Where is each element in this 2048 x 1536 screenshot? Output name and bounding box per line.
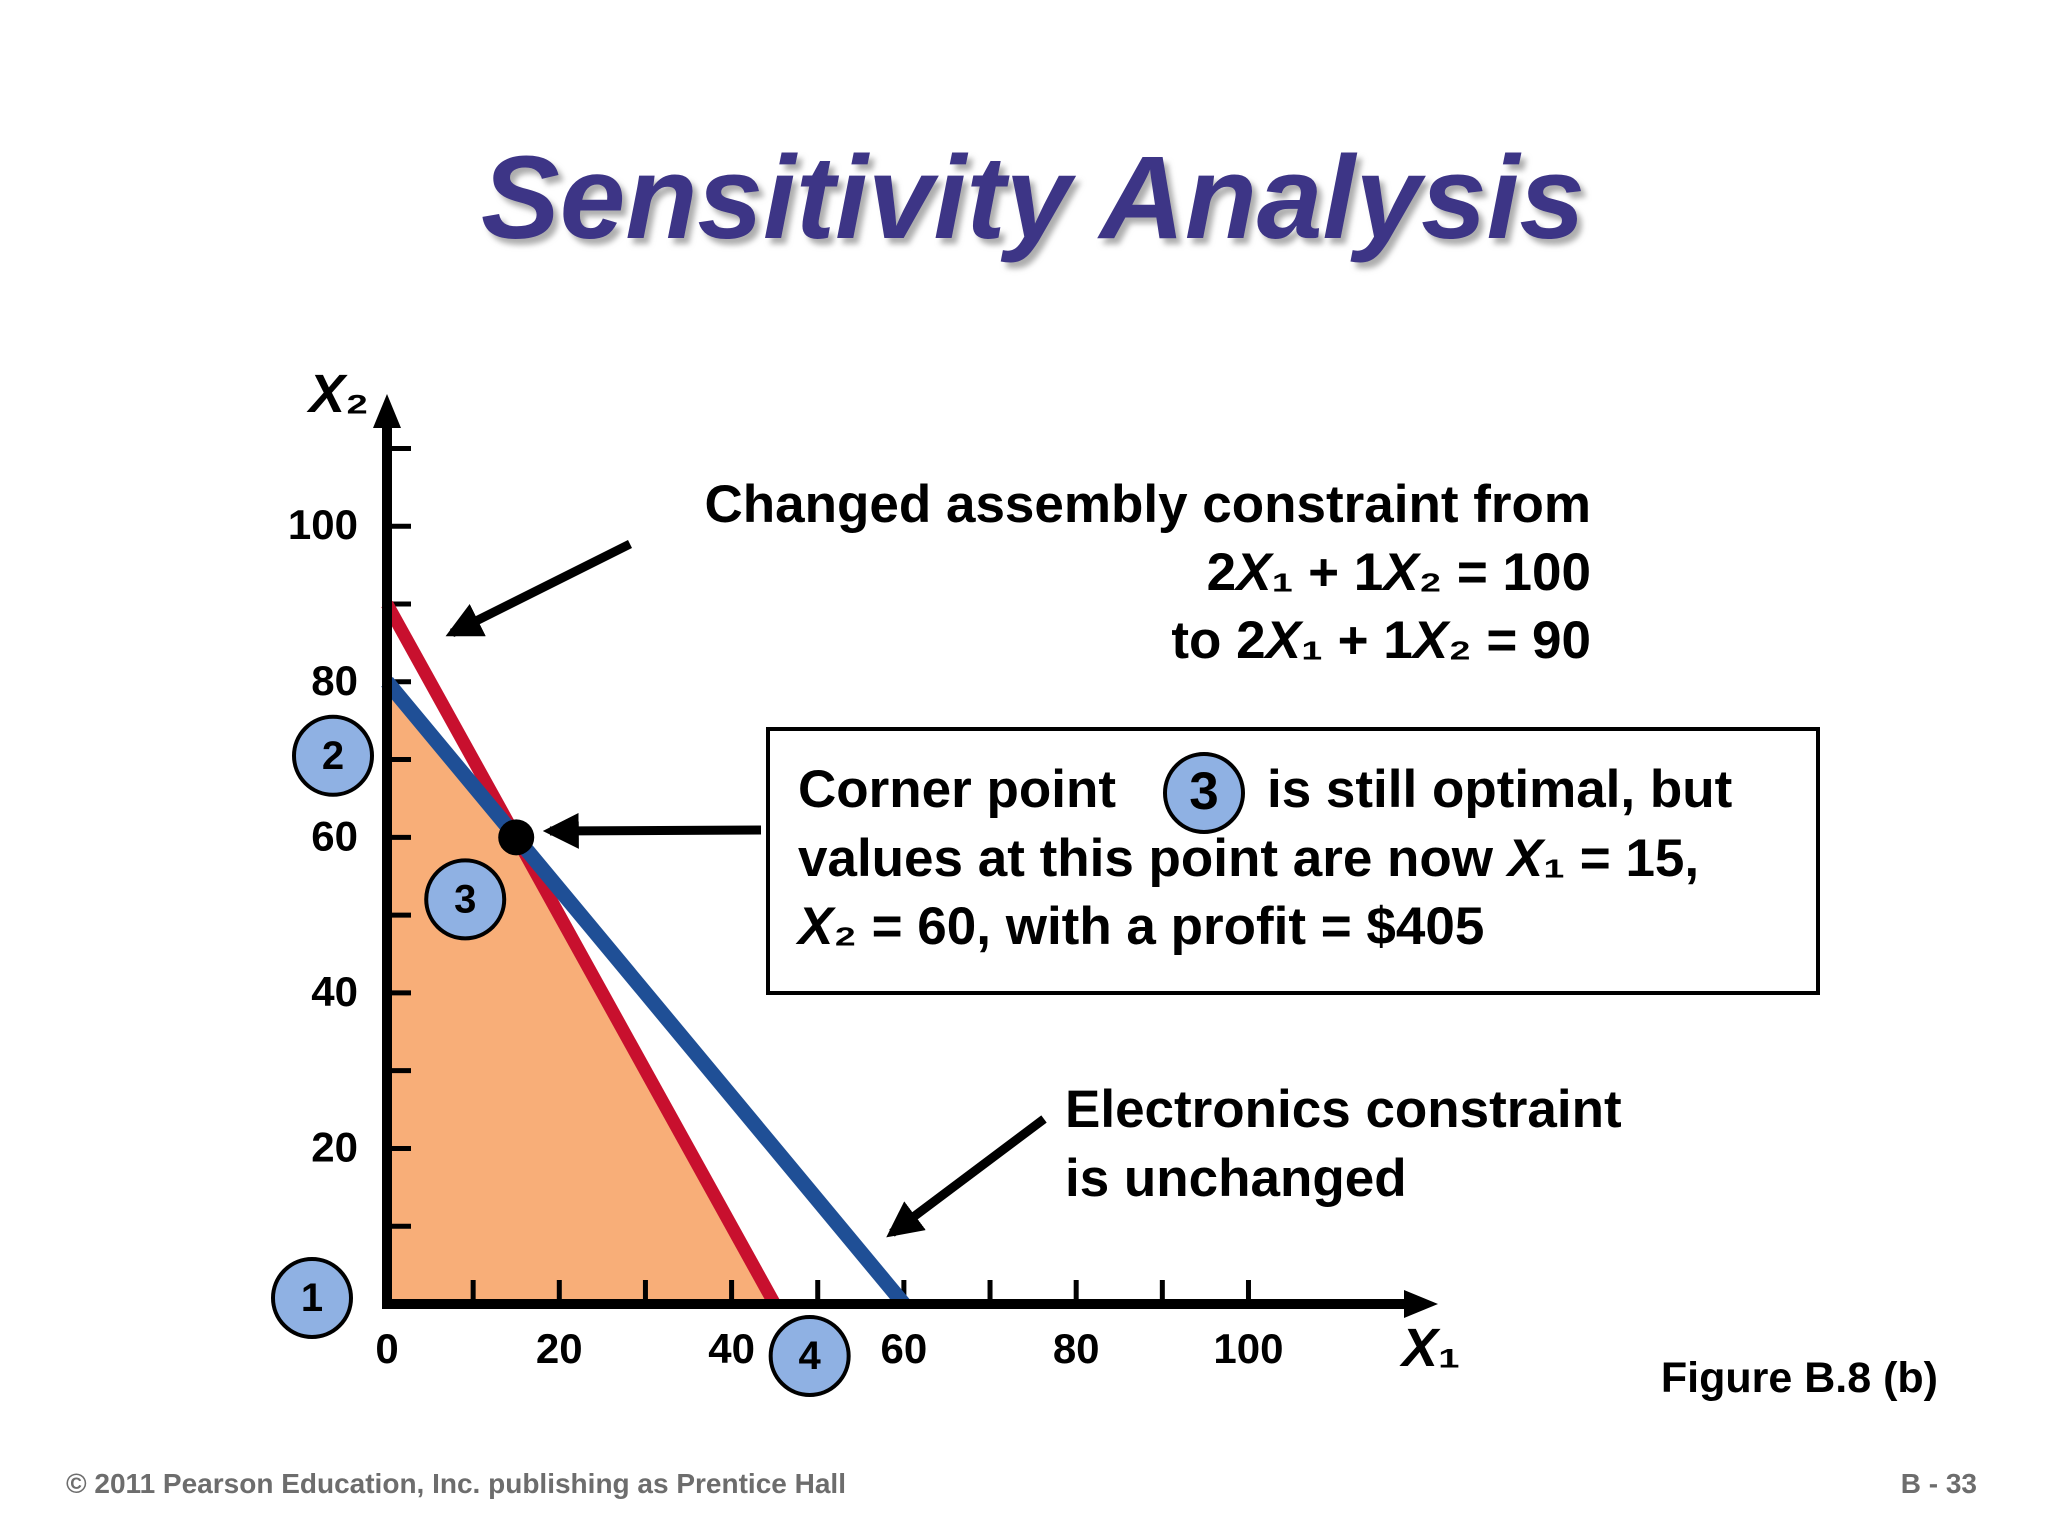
- y-tick-label: 20: [311, 1124, 358, 1171]
- figure-label: Figure B.8 (b): [1661, 1354, 1938, 1402]
- text-part: values at this point are now: [798, 829, 1508, 888]
- footer-page: B - 33: [1901, 1468, 1977, 1499]
- text-part: Sensitivity Analysis: [481, 132, 1585, 264]
- text-part: 100: [1213, 1325, 1283, 1372]
- annotation-text: values at this point are now X₁ = 15,: [798, 829, 1699, 888]
- corner-marker: [424, 858, 507, 941]
- text-part: X: [306, 364, 348, 424]
- optimal-point: [498, 819, 535, 856]
- annotation-text: is still optimal, but: [1267, 760, 1732, 819]
- annotation-box: [766, 727, 1820, 995]
- text-part: ₂ = 100: [1419, 543, 1591, 602]
- text-part: ₂ = 90: [1448, 611, 1591, 670]
- y-tick-label: 100: [288, 501, 358, 548]
- text-part: X: [1380, 543, 1421, 602]
- text-part: X: [1263, 611, 1304, 670]
- corner-marker-label: 3: [1189, 762, 1218, 821]
- text-part: 80: [311, 657, 358, 704]
- annotation-text: X₂ = 60, with a profit = $405: [795, 897, 1484, 956]
- feasible-region: [387, 681, 775, 1304]
- annotation-text: 2X₁ + 1X₂ = 100: [1207, 543, 1591, 602]
- x-axis-arrow: [1404, 1290, 1438, 1318]
- text-part: B - 33: [1901, 1468, 1977, 1499]
- text-part: is still optimal, but: [1267, 760, 1732, 819]
- text-part: X: [1410, 611, 1451, 670]
- text-part: Electronics constraint: [1065, 1080, 1622, 1139]
- constraint-line: [381, 676, 910, 1309]
- annotation-arrow: [445, 539, 633, 638]
- text-part: © 2011 Pearson Education, Inc. publishin…: [66, 1468, 846, 1499]
- corner-marker-label: 1: [301, 1276, 323, 1320]
- annotation-text: Changed assembly constraint from: [705, 475, 1591, 534]
- text-part: 40: [311, 968, 358, 1015]
- text-part: ₂: [345, 364, 369, 424]
- x-tick-label: 80: [1053, 1325, 1100, 1372]
- corner-marker-label: 4: [799, 1334, 822, 1378]
- text-part: 2: [1207, 543, 1236, 602]
- y-tick-label: 40: [311, 968, 358, 1015]
- text-part: 3: [454, 877, 476, 921]
- text-part: ₂ = 60, with a profit = $405: [833, 897, 1484, 956]
- text-part: Changed assembly constraint from: [705, 475, 1591, 534]
- text-part: Figure B.8 (b): [1661, 1354, 1938, 1402]
- x-tick-label: 40: [708, 1325, 755, 1372]
- annotation-text: Electronics constraint: [1065, 1080, 1622, 1139]
- text-part: X: [1505, 829, 1546, 888]
- text-part: X: [1233, 543, 1274, 602]
- corner-marker: [768, 1315, 851, 1397]
- x-tick-label: 60: [881, 1325, 928, 1372]
- y-tick-label: 80: [311, 657, 358, 704]
- text-part: 20: [536, 1325, 583, 1372]
- x-axis-label: X₁: [1399, 1318, 1460, 1378]
- annotation-text: Corner point: [798, 760, 1116, 819]
- annotation-arrow: [886, 1115, 1047, 1238]
- corner-marker: [292, 714, 374, 797]
- footer-copyright: © 2011 Pearson Education, Inc. publishin…: [66, 1468, 846, 1499]
- text-part: 1: [301, 1276, 323, 1320]
- text-part: 4: [799, 1334, 822, 1378]
- text-part: X: [795, 897, 836, 956]
- annotation-arrow: [542, 812, 762, 849]
- text-part: ₁ + 1: [1301, 611, 1413, 670]
- y-axis-arrow: [373, 394, 401, 428]
- text-part: 3: [1189, 762, 1218, 821]
- slide-title: Sensitivity Analysis: [481, 132, 1585, 264]
- corner-marker-label: 2: [322, 733, 344, 777]
- text-part: 100: [288, 501, 358, 548]
- text-part: ₁ = 15,: [1543, 829, 1699, 888]
- x-tick-label: 100: [1213, 1325, 1283, 1372]
- text-part: ₁ + 1: [1271, 543, 1383, 602]
- constraint-line: [381, 600, 781, 1308]
- text-part: X: [1399, 1318, 1441, 1378]
- text-part: Corner point: [798, 760, 1116, 819]
- corner-marker: [271, 1257, 353, 1339]
- text-part: 80: [1053, 1325, 1100, 1372]
- text-part: to 2: [1171, 611, 1265, 670]
- y-axis-label: X₂: [306, 364, 369, 424]
- annotation-text: is unchanged: [1065, 1149, 1407, 1208]
- text-part: 20: [311, 1124, 358, 1171]
- x-tick-label: 20: [536, 1325, 583, 1372]
- text-part: 60: [881, 1325, 928, 1372]
- corner-marker: [1163, 752, 1245, 834]
- text-part: 60: [311, 812, 358, 859]
- y-tick-label: 60: [311, 812, 358, 859]
- x-tick-label: 0: [375, 1325, 398, 1372]
- text-part: is unchanged: [1065, 1149, 1407, 1208]
- text-part: ₁: [1438, 1318, 1460, 1378]
- corner-marker-label: 3: [454, 877, 476, 921]
- text-part: 0: [375, 1325, 398, 1372]
- text-part: 2: [322, 733, 344, 777]
- text-part: 40: [708, 1325, 755, 1372]
- annotation-text: to 2X₁ + 1X₂ = 90: [1171, 611, 1591, 670]
